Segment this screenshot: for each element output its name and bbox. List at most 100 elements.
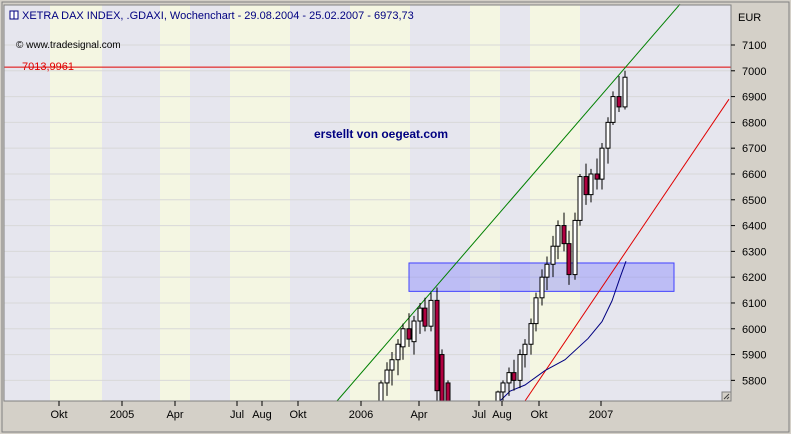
- candle-body-up: [577, 176, 583, 221]
- y-tick-label: 7100: [742, 40, 766, 52]
- y-axis: EUR 5800 5900 6000 6100 6200 6300 6400 6500 6600…: [731, 12, 766, 387]
- y-tick-label: 6700: [742, 143, 766, 155]
- band-dark: [580, 5, 731, 401]
- x-axis: Okt 2005 Apr Jul Aug Okt 2006 Apr Jul Aug Okt 2007: [50, 401, 613, 421]
- x-tick-label: Okt: [530, 409, 547, 421]
- x-tick-label: 2006: [349, 409, 373, 421]
- band-light: [530, 5, 580, 401]
- y-tick-label: 5900: [742, 350, 766, 362]
- band-dark: [190, 5, 230, 401]
- candle-body-up: [417, 307, 423, 322]
- candle: [400, 323, 406, 360]
- y-tick-label: 6000: [742, 324, 766, 336]
- candle-body-up: [588, 173, 594, 196]
- candle-body-up: [599, 147, 605, 180]
- candle: [539, 269, 545, 306]
- candle: [610, 91, 616, 125]
- candle: [605, 117, 611, 164]
- candle-body-up: [533, 297, 539, 325]
- y-tick-label: 6300: [742, 246, 766, 258]
- candle: [445, 380, 451, 402]
- candle-body-down: [445, 382, 451, 402]
- candle-body-down: [566, 243, 572, 276]
- candle: [550, 235, 556, 278]
- candle-body-down: [583, 176, 589, 196]
- band-light: [230, 5, 290, 401]
- candle-body-up: [411, 320, 417, 343]
- candle: [422, 297, 428, 332]
- resistance-label: 7013,9961: [22, 61, 74, 73]
- chart-header: XETRA DAX INDEX, .GDAXI, Wochenchart - 2…: [9, 10, 448, 141]
- x-tick-label: 2005: [110, 409, 134, 421]
- candle-body-up: [605, 121, 611, 149]
- band-dark: [410, 5, 470, 401]
- y-tick-label: 5800: [742, 375, 766, 387]
- candle-body-up: [389, 359, 395, 371]
- x-tick-label: Aug: [492, 409, 512, 421]
- candle: [533, 292, 539, 332]
- red-trendline: [524, 98, 730, 402]
- x-tick-label: Jul: [230, 409, 244, 421]
- x-tick-label: Aug: [252, 409, 272, 421]
- band-dark: [290, 5, 350, 401]
- chart-title: XETRA DAX INDEX, .GDAXI, Wochenchart - 2…: [22, 10, 414, 22]
- candle: [428, 292, 434, 332]
- candle-body-up: [528, 323, 534, 345]
- y-tick-label: 7000: [742, 66, 766, 78]
- y-tick-label: 6500: [742, 195, 766, 207]
- resize-grip-icon: [723, 393, 730, 400]
- candle: [395, 339, 401, 376]
- candle-body-up: [555, 225, 561, 247]
- y-tick-label: 6800: [742, 117, 766, 129]
- y-tick-label: 6400: [742, 221, 766, 233]
- band-dark: [102, 5, 160, 401]
- candle: [411, 315, 417, 355]
- green-trendline: [336, 3, 681, 402]
- candle-body-up: [428, 299, 434, 327]
- candle: [577, 173, 583, 226]
- candle: [417, 302, 423, 334]
- x-tick-label: Okt: [289, 409, 306, 421]
- candle-body-up: [395, 343, 401, 361]
- candle: [566, 230, 572, 285]
- candle: [434, 287, 440, 401]
- alternating-bands: [4, 5, 731, 401]
- candle: [616, 75, 622, 113]
- x-tick-label: Apr: [410, 409, 427, 421]
- candle-body-up: [384, 369, 390, 384]
- x-tick-label: Okt: [50, 409, 67, 421]
- candle-body-up: [572, 219, 578, 276]
- candle: [384, 362, 390, 396]
- copyright-text: © www.tradesignal.com: [16, 40, 121, 51]
- candle: [622, 70, 628, 110]
- candle: [517, 349, 523, 389]
- moving-average-line: [499, 261, 627, 402]
- candle-body-up: [378, 382, 384, 402]
- y-tick-label: 6600: [742, 169, 766, 181]
- candle: [588, 168, 594, 203]
- candle: [528, 318, 534, 355]
- candle: [572, 212, 578, 280]
- y-tick-label: 6900: [742, 92, 766, 104]
- candle-body-down: [439, 354, 445, 402]
- candle-body-down: [406, 328, 412, 340]
- candle: [599, 143, 605, 190]
- y-tick-label: 6100: [742, 298, 766, 310]
- candle-body-up: [517, 354, 523, 381]
- x-tick-label: Jul: [472, 409, 486, 421]
- candle-body-down: [561, 225, 567, 245]
- candle-body-up: [500, 382, 506, 393]
- candle: [506, 367, 512, 396]
- candle: [583, 163, 589, 205]
- candle: [495, 390, 501, 402]
- band-light: [160, 5, 190, 401]
- candle-body-up: [610, 96, 616, 123]
- candle: [544, 256, 550, 291]
- x-tick-label: Apr: [166, 409, 183, 421]
- y-axis-unit: EUR: [738, 12, 761, 24]
- y-tick-label: 6200: [742, 272, 766, 284]
- candle: [561, 212, 567, 252]
- x-tick-label: 2007: [589, 409, 613, 421]
